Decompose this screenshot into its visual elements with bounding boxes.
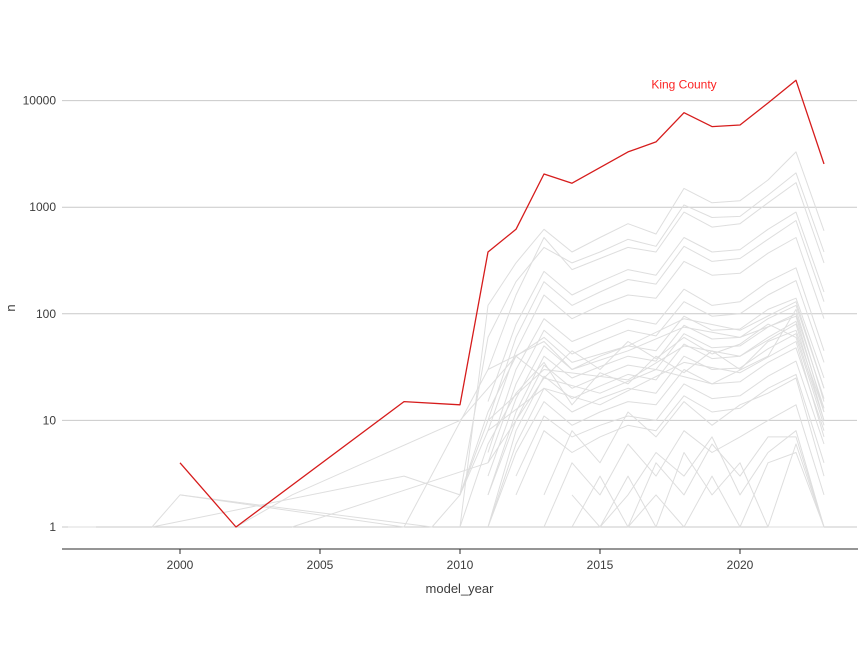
x-tick-label: 2010 (447, 558, 474, 572)
county-line (459, 329, 825, 528)
county-line (487, 220, 825, 421)
county-line (235, 301, 825, 528)
county-line (487, 211, 825, 402)
county-line (599, 430, 825, 528)
county-line (515, 360, 825, 477)
axis-layer: 1 10 100 1000 10000 2000 2005 2010 2015 2020 (23, 94, 858, 572)
y-tick-label: 10 (43, 413, 57, 427)
county-line (487, 182, 825, 370)
county-line (515, 373, 825, 496)
x-tick-label: 2020 (727, 558, 754, 572)
y-tick-label: 1000 (29, 200, 56, 214)
county-line (627, 452, 825, 528)
county-line (151, 323, 825, 528)
county-line (487, 304, 825, 496)
county-line (179, 315, 825, 528)
county-line (487, 320, 825, 528)
county-line (571, 443, 825, 528)
x-tick-label: 2005 (307, 558, 334, 572)
county-line (487, 280, 825, 463)
y-tick-label: 100 (36, 307, 56, 321)
county-line (487, 267, 825, 453)
x-tick-label: 2015 (587, 558, 614, 572)
county-line (543, 377, 825, 496)
y-tick-label: 10000 (23, 94, 57, 108)
county-line (543, 404, 825, 528)
x-axis-title: model_year (426, 581, 495, 596)
background-series-layer (68, 151, 825, 528)
county-line (487, 297, 825, 477)
county-line (459, 172, 825, 495)
county-line (487, 237, 825, 431)
king-county-label: King County (651, 77, 716, 91)
king-county-line (179, 79, 825, 528)
county-line (459, 323, 825, 496)
county-line (571, 436, 825, 528)
highlight-series-layer (179, 79, 825, 528)
x-tick-label: 2000 (167, 558, 194, 572)
county-line (291, 308, 825, 528)
y-tick-label: 1 (49, 520, 56, 534)
county-line (459, 151, 825, 528)
y-axis-title: n (3, 304, 18, 311)
county-line (487, 347, 825, 528)
county-line (151, 341, 825, 528)
grid-layer (62, 100, 857, 528)
